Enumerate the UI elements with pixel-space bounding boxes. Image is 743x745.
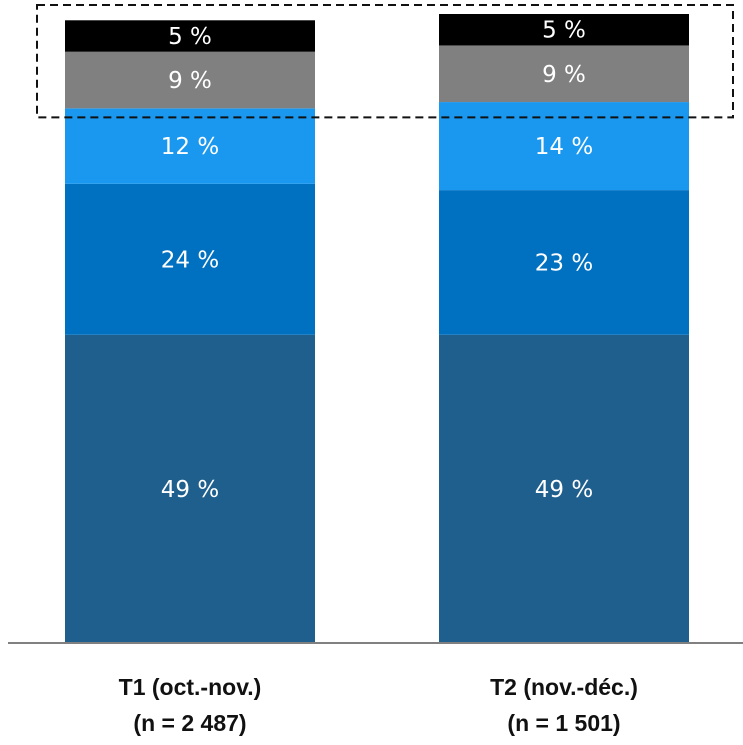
bars-group: 49 % 24 % 12 % 9 % 5 % 49 % 23 % 14 % 9 % 5 % — [65, 14, 689, 643]
category-label-line1: T2 (nov.-déc.) — [490, 674, 638, 700]
bar-segment — [65, 51, 315, 109]
data-label: 12 % — [161, 134, 219, 160]
category-labels-group: T1 (oct.-nov.) (n = 2 487) T2 (nov.-déc.) (… — [119, 674, 638, 736]
bar-segment — [439, 334, 689, 643]
data-label: 9 % — [168, 68, 212, 94]
bar-segment — [439, 45, 689, 103]
bar-segment — [439, 14, 689, 46]
data-label: 9 % — [542, 62, 586, 88]
bar-segment — [439, 190, 689, 335]
bar-segment — [65, 108, 315, 184]
data-label: 5 % — [542, 18, 586, 44]
category-label-line2: (n = 1 501) — [507, 710, 620, 736]
bar-segment — [65, 20, 315, 52]
category-label-line1: T1 (oct.-nov.) — [119, 674, 262, 700]
category-label-line2: (n = 2 487) — [133, 710, 246, 736]
data-label: 24 % — [161, 247, 219, 273]
data-label: 14 % — [535, 134, 593, 160]
data-label: 49 % — [161, 477, 219, 503]
data-label: 5 % — [168, 24, 212, 50]
data-label: 23 % — [535, 250, 593, 276]
data-label: 49 % — [535, 477, 593, 503]
bar-segment — [65, 183, 315, 335]
highlight-box — [36, 4, 734, 119]
bar-segment — [65, 334, 315, 643]
